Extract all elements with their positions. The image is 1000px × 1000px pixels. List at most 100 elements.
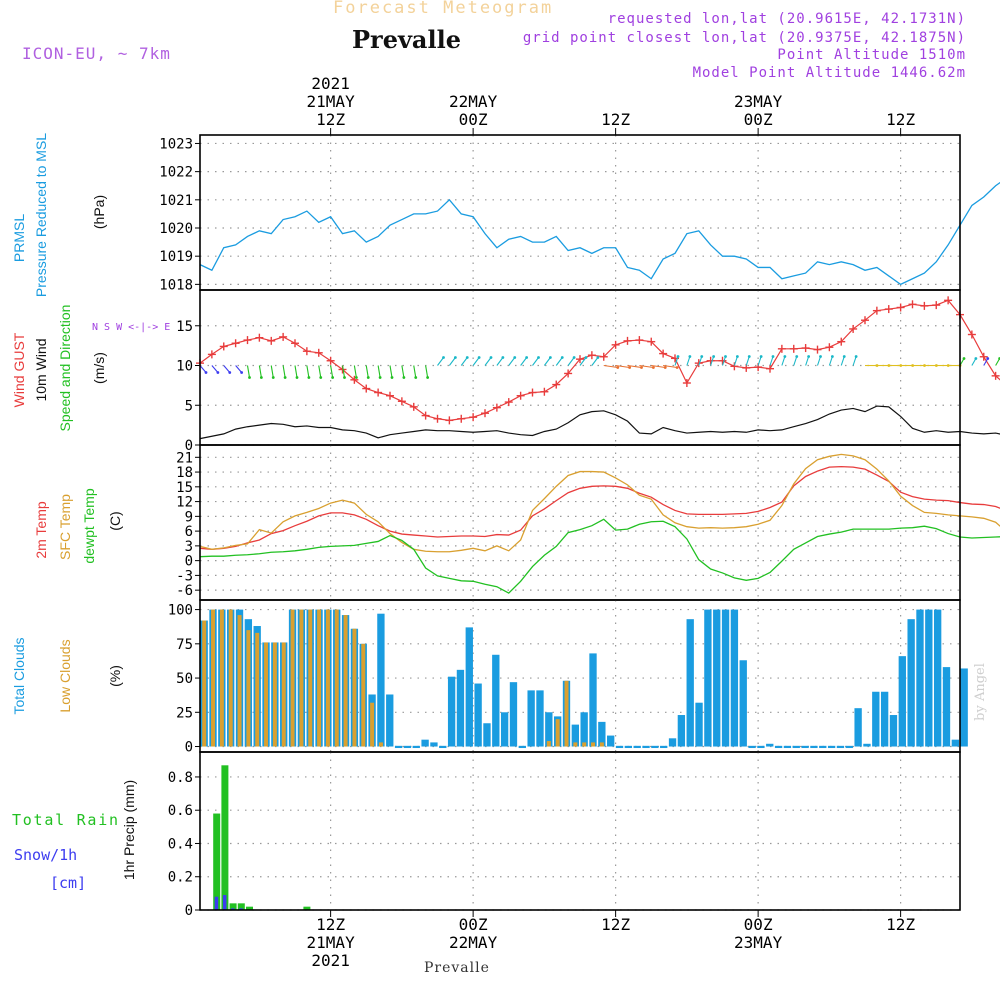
wind-arrow-head: [228, 371, 232, 374]
total-cloud-bar: [933, 609, 942, 747]
wind-arrow-head: [426, 376, 430, 379]
wind-arrow-head: [651, 366, 655, 369]
gust-marker: [896, 303, 905, 312]
total-cloud-bar: [633, 745, 641, 749]
total-cloud-bar: [500, 712, 509, 747]
panel-frame: [199, 751, 961, 911]
wind-arrow-head: [204, 371, 208, 374]
total-cloud-bar: [589, 653, 597, 747]
wind-arrow: [532, 357, 539, 366]
dewpt-label: dewpt Temp: [81, 488, 97, 563]
gust-marker: [837, 337, 846, 346]
wind-arrow: [330, 365, 334, 378]
wind-arrow: [757, 356, 762, 366]
wind-arrow-head: [596, 356, 600, 359]
gust-marker: [872, 306, 881, 315]
total-cloud-bar: [677, 715, 686, 747]
wind-arrow: [306, 365, 310, 378]
wind-arrow: [258, 365, 262, 378]
point-altitude: Point Altitude 1510m: [777, 47, 966, 63]
y-tick-label: 0.4: [168, 836, 193, 852]
gust-label: Wind GUST: [11, 332, 27, 407]
total-cloud-bar: [872, 691, 880, 747]
wind-arrow: [472, 357, 480, 366]
bottom-time-label: 23MAY: [734, 933, 783, 952]
gust-marker: [789, 344, 798, 353]
precip-unit: 1hr Precip (mm): [121, 780, 137, 880]
top-time-label: 00Z: [459, 110, 488, 129]
y-tick-label: 15: [176, 480, 193, 496]
wind-arrow-head: [616, 366, 620, 369]
top-time-label: 21MAY: [307, 92, 356, 111]
snow-unit-label: [cm]: [50, 874, 86, 892]
wind-arrow: [341, 365, 346, 378]
total-cloud-bar: [942, 667, 951, 747]
wind-arrow: [199, 365, 207, 373]
wind-arrow-head: [477, 356, 481, 359]
wind-arrow: [496, 357, 504, 366]
total-cloud-bar: [651, 745, 659, 749]
total-cloud-bar: [403, 745, 412, 749]
total-cloud-bar: [721, 609, 730, 747]
pressure-line: [199, 181, 1000, 286]
wind-arrow-head: [354, 376, 358, 379]
total-cloud-bar: [845, 745, 853, 749]
pressure-panel: PRMSL Pressure Reduced to MSL (hPa) 1018…: [11, 133, 1000, 297]
total-cloud-bar: [730, 609, 739, 747]
footer-location: Prevalle: [424, 960, 490, 976]
wind-arrow: [484, 357, 492, 366]
wind-arrow: [615, 364, 630, 369]
low-cloud-bar: [573, 742, 578, 747]
gust-marker: [552, 380, 561, 389]
wind-arrow-head: [663, 366, 667, 369]
gust-marker: [920, 301, 929, 310]
top-time-label: 12Z: [601, 110, 630, 129]
wind-arrow-head: [331, 376, 335, 379]
gust-marker: [291, 339, 299, 348]
total-cloud-bar: [792, 745, 800, 749]
wind-arrow-head: [307, 376, 311, 379]
gust-marker: [801, 344, 810, 353]
low-cloud-bar: [599, 742, 604, 747]
wind-arrow: [651, 364, 666, 369]
wind-arrow-head: [453, 356, 457, 359]
gust-marker: [849, 324, 858, 333]
total-cloud-bar: [766, 743, 774, 747]
wind-arrow-head: [548, 356, 552, 359]
wind-arrow-head: [795, 355, 799, 358]
wind-arrow-head: [819, 355, 822, 358]
bottom-time-label: 12Z: [316, 915, 345, 934]
gust-marker: [991, 371, 1000, 380]
total-cloud-bar: [907, 619, 915, 747]
y-tick-label: 0: [185, 903, 193, 919]
y-tick-label: 100: [168, 603, 193, 619]
top-time-label: 12Z: [886, 110, 915, 129]
snow-bar: [239, 908, 243, 910]
total-cloud-bar: [536, 690, 544, 747]
sfc-temp-line: [199, 453, 1000, 553]
wind-arrow-head: [572, 356, 576, 359]
low-cloud-bar: [281, 642, 286, 747]
wind-arrow-head: [747, 355, 751, 358]
total-cloud-bar: [951, 739, 959, 747]
low-cloud-bar: [334, 609, 339, 747]
total-cloud-bar: [509, 682, 518, 747]
total-cloud-bar: [571, 724, 579, 747]
sfc-temp-label: SFC Temp: [57, 494, 73, 560]
gust-marker: [314, 348, 323, 357]
wind-arrow-head: [854, 355, 858, 358]
gust-marker: [944, 296, 953, 305]
wind-arrow: [389, 365, 393, 378]
rain-bar: [237, 903, 245, 910]
y-tick-label: 50: [176, 671, 193, 687]
wind-panel: Wind GUST 10m Wind Speed and Direction (…: [11, 289, 1000, 454]
wind-arrow-head: [771, 355, 775, 358]
bottom-time-label: 12Z: [886, 915, 915, 934]
low-cloud-bar: [546, 741, 551, 747]
wind-arrow: [674, 356, 679, 366]
pressure-label-2: Pressure Reduced to MSL: [33, 133, 49, 297]
panel-frame: [199, 134, 961, 291]
low-cloud-bar: [317, 609, 322, 747]
gust-marker: [730, 362, 739, 371]
y-tick-label: -3: [176, 568, 193, 584]
